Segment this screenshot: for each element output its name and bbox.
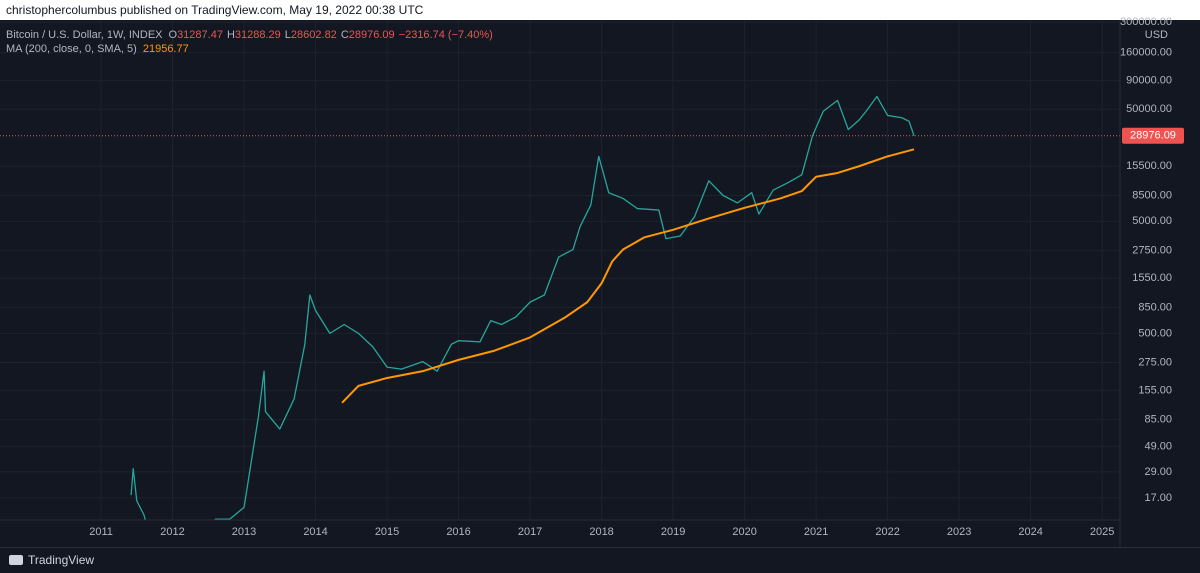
legend-main: Bitcoin / U.S. Dollar, 1W, INDEX O31287.4… [6, 29, 493, 41]
legend-ma: MA (200, close, 0, SMA, 5) 21956.77 [6, 43, 189, 55]
x-tick-label: 2021 [804, 526, 828, 538]
x-tick-label: 2015 [375, 526, 399, 538]
y-tick-label: 50000.00 [1126, 103, 1172, 115]
y-tick-label: 85.00 [1144, 414, 1172, 426]
y-tick-label: 8500.00 [1132, 189, 1172, 201]
brand: TradingView [28, 553, 95, 567]
y-tick-label: 155.00 [1138, 384, 1172, 396]
y-tick-label: 90000.00 [1126, 75, 1172, 87]
ma-name: MA (200, close, 0, SMA, 5) [6, 43, 137, 55]
publisher: christophercolumbus published on Trading… [6, 3, 424, 17]
x-tick-label: 2023 [947, 526, 971, 538]
x-tick-label: 2025 [1090, 526, 1114, 538]
logo [9, 555, 23, 565]
y-tick-label: 500.00 [1138, 327, 1172, 339]
series-line [130, 95, 915, 520]
x-tick-label: 2017 [518, 526, 542, 538]
y-tick-label: 15500.00 [1126, 160, 1172, 172]
x-tick-label: 2019 [661, 526, 685, 538]
ohlc-value: 28602.82 [291, 29, 337, 41]
legend-symbol: Bitcoin / U.S. Dollar, 1W, INDEX [6, 29, 163, 41]
x-tick-label: 2020 [732, 526, 756, 538]
change: −2316.74 (−7.40%) [399, 29, 493, 41]
x-tick-label: 2024 [1018, 526, 1042, 538]
x-tick-label: 2022 [875, 526, 899, 538]
ohlc-label: L [285, 29, 291, 41]
x-tick-label: 2014 [303, 526, 327, 538]
y-tick-label: 300000.00 [1120, 16, 1172, 28]
x-tick-label: 2011 [89, 526, 113, 538]
last-price-label: 28976.09 [1130, 130, 1176, 142]
y-unit: USD [1145, 29, 1168, 41]
ma-value: 21956.77 [143, 43, 189, 55]
y-tick-label: 5000.00 [1132, 215, 1172, 227]
y-tick-label: 49.00 [1144, 440, 1172, 452]
ohlc-label: O [169, 29, 178, 41]
y-tick-label: 2750.00 [1132, 244, 1172, 256]
ohlc-value: 31287.47 [177, 29, 223, 41]
x-tick-label: 2016 [446, 526, 470, 538]
y-tick-label: 275.00 [1138, 356, 1172, 368]
publisher-bar: christophercolumbus published on Trading… [0, 0, 1200, 20]
y-tick-label: 29.00 [1144, 466, 1172, 478]
last-price-box [1122, 127, 1184, 144]
x-tick-label: 2018 [589, 526, 613, 538]
y-tick-label: 160000.00 [1120, 47, 1172, 59]
y-tick-label: 1550.00 [1132, 272, 1172, 284]
ohlc-value: 28976.09 [349, 29, 395, 41]
ohlc-value: 31288.29 [235, 29, 281, 41]
y-tick-label: 17.00 [1144, 492, 1172, 504]
x-tick-label: 2013 [232, 526, 256, 538]
series-line [341, 148, 915, 404]
footer: TradingView [0, 547, 1200, 573]
ohlc-label: H [227, 29, 235, 41]
y-tick-label: 850.00 [1138, 301, 1172, 313]
ohlc-label: C [341, 29, 349, 41]
x-tick-label: 2012 [160, 526, 184, 538]
